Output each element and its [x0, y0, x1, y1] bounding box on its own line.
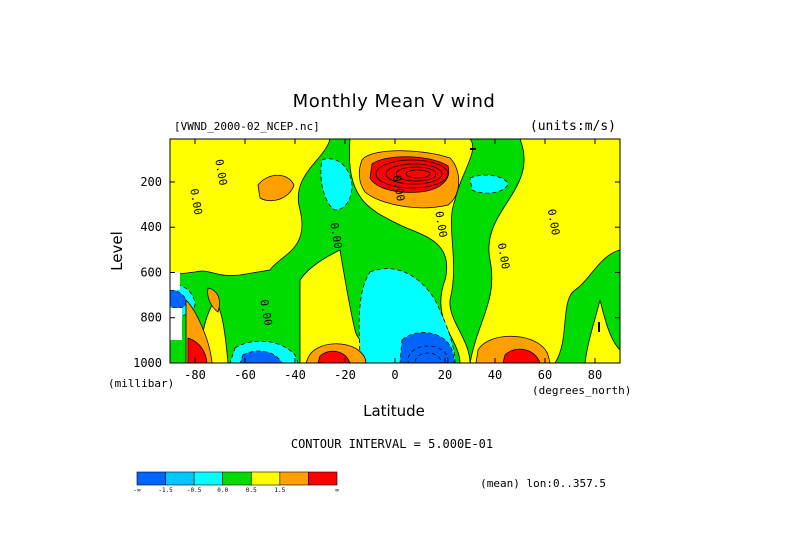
dataset-label: [VWND_2000-02_NCEP.nc] — [174, 120, 320, 133]
y-tick-label: 600 — [140, 265, 162, 279]
region-blue-2 — [239, 350, 283, 363]
contour-interval: CONTOUR INTERVAL = 5.000E-01 — [291, 437, 493, 451]
jet-contours — [375, 159, 449, 189]
missing-data-2 — [170, 308, 182, 340]
y-units-label: (millibar) — [108, 377, 174, 390]
colorbar-swatch — [193, 471, 224, 486]
y-axis-title: Level — [108, 231, 126, 271]
x-units-label: (degrees_north) — [532, 384, 631, 397]
colorbar-swatch — [279, 471, 309, 486]
x-tick-label: 20 — [438, 368, 452, 382]
missing-data — [170, 272, 180, 290]
region-yellow-6 — [584, 299, 620, 363]
region-yellow-3 — [469, 139, 620, 363]
contour-label: 0.00 — [390, 174, 407, 202]
colorbar-label: ∞ — [335, 487, 339, 494]
region-blue-1 — [399, 332, 456, 363]
contour-label: 0.00 — [327, 222, 344, 250]
region-cyan-3 — [469, 174, 509, 194]
region-orange-6 — [207, 287, 220, 313]
colorbar-swatch — [222, 471, 252, 486]
contour-plot — [170, 139, 620, 363]
y-axis: 200 400 600 800 1000 — [133, 175, 620, 370]
x-axis: -80 -60 -40 -20 0 20 40 60 80 — [184, 139, 602, 382]
colorbar-label: 0.0 — [217, 487, 228, 494]
chart-title: Monthly Mean V wind — [293, 91, 496, 112]
colorbar: -∞ -1.5 -0.5 0.0 0.5 1.5 ∞ — [133, 471, 339, 494]
contour-label: 0.00 — [495, 242, 512, 270]
y-tick-label: 200 — [140, 175, 162, 189]
region-cyan-2 — [320, 158, 353, 211]
contour-label: 0.00 — [545, 208, 562, 236]
region-red-1 — [369, 156, 450, 193]
y-tick-label: 1000 — [133, 356, 162, 370]
contour-label: 0.00 — [187, 188, 204, 216]
region-red-2 — [317, 350, 351, 363]
contour-label: 0.00 — [212, 158, 229, 186]
contour-labels: 0.00 0.00 0.00 0.00 0.00 0.00 0.00 0.00 — [187, 158, 562, 327]
contour-label: 0.00 — [432, 210, 449, 238]
y-tick-label: 800 — [140, 311, 162, 325]
colorbar-swatch — [165, 471, 195, 486]
x-tick-label: -20 — [334, 368, 356, 382]
region-yellow-1 — [170, 139, 331, 276]
right-mark — [598, 322, 600, 332]
x-tick-label: -60 — [234, 368, 256, 382]
top-mark — [470, 148, 476, 150]
colorbar-label: -∞ — [133, 487, 141, 494]
x-tick-label: 80 — [588, 368, 602, 382]
x-tick-label: 0 — [391, 368, 398, 382]
colorbar-label: -0.5 — [187, 487, 202, 494]
colorbar-label: 1.5 — [274, 487, 285, 494]
region-orange-2 — [257, 174, 295, 202]
colorbar-label: -1.5 — [158, 487, 173, 494]
colorbar-swatch — [136, 471, 166, 486]
x-tick-label: -80 — [184, 368, 206, 382]
x-tick-label: 40 — [488, 368, 502, 382]
x-tick-label: -40 — [284, 368, 306, 382]
contour-label: 0.00 — [257, 298, 274, 326]
average-note: (mean) lon:0..357.5 — [480, 477, 606, 490]
region-red-4 — [187, 337, 208, 363]
colorbar-swatch — [308, 471, 338, 486]
region-yellow-4 — [299, 249, 396, 363]
x-tick-label: 60 — [538, 368, 552, 382]
y-tick-label: 400 — [140, 220, 162, 234]
colorbar-swatch — [250, 471, 281, 486]
x-axis-title: Latitude — [363, 402, 425, 420]
region-red-3 — [502, 348, 541, 363]
colorbar-label: 0.5 — [246, 487, 257, 494]
units-label: (units:m/s) — [530, 119, 616, 134]
tropical-min-contours — [407, 345, 449, 363]
